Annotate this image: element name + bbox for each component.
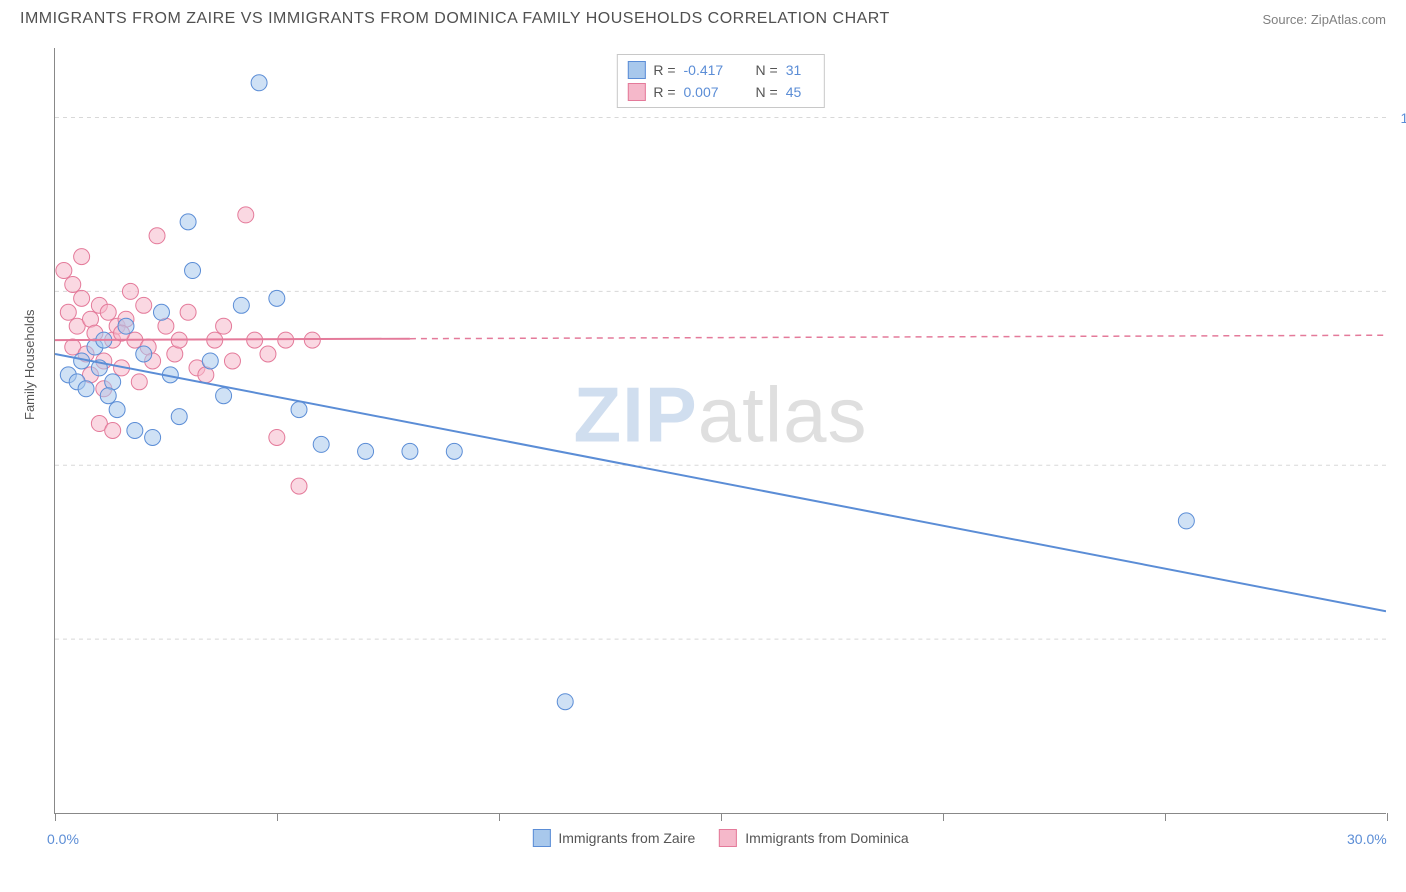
n-value-dominica: 45 <box>786 84 814 100</box>
trend-line <box>55 339 410 340</box>
x-tick <box>1165 813 1166 821</box>
legend-swatch-zaire <box>627 61 645 79</box>
x-tick <box>1387 813 1388 821</box>
scatter-point <box>313 436 329 452</box>
scatter-point <box>269 290 285 306</box>
scatter-point <box>238 207 254 223</box>
scatter-point <box>216 388 232 404</box>
trend-line-extrapolated <box>410 335 1386 338</box>
trend-line <box>55 354 1386 611</box>
scatter-point <box>60 304 76 320</box>
scatter-point <box>557 694 573 710</box>
chart-title: IMMIGRANTS FROM ZAIRE VS IMMIGRANTS FROM… <box>20 10 890 28</box>
legend-swatch-dominica-icon <box>719 829 737 847</box>
scatter-point <box>65 276 81 292</box>
scatter-point <box>78 381 94 397</box>
scatter-point <box>202 353 218 369</box>
scatter-point <box>100 388 116 404</box>
x-tick-label: 0.0% <box>47 831 79 847</box>
scatter-point <box>109 402 125 418</box>
legend-series-names: Immigrants from Zaire Immigrants from Do… <box>532 829 908 847</box>
scatter-point <box>100 304 116 320</box>
scatter-point <box>1178 513 1194 529</box>
scatter-plot-svg <box>55 48 1386 813</box>
scatter-point <box>185 263 201 279</box>
scatter-point <box>171 409 187 425</box>
legend-item-zaire: Immigrants from Zaire <box>532 829 695 847</box>
scatter-point <box>291 402 307 418</box>
legend-stats-row-zaire: R = -0.417 N = 31 <box>627 59 813 81</box>
n-value-zaire: 31 <box>786 62 814 78</box>
scatter-point <box>446 443 462 459</box>
scatter-point <box>149 228 165 244</box>
scatter-point <box>118 318 134 334</box>
x-tick <box>499 813 500 821</box>
x-tick <box>277 813 278 821</box>
scatter-point <box>131 374 147 390</box>
scatter-point <box>153 304 169 320</box>
y-axis-label: Family Households <box>22 309 37 420</box>
y-tick-label: 100.0% <box>1401 110 1406 126</box>
scatter-point <box>105 423 121 439</box>
scatter-point <box>74 249 90 265</box>
scatter-point <box>224 353 240 369</box>
legend-stats-row-dominica: R = 0.007 N = 45 <box>627 81 813 103</box>
scatter-point <box>291 478 307 494</box>
scatter-point <box>127 423 143 439</box>
scatter-point <box>136 297 152 313</box>
scatter-point <box>260 346 276 362</box>
scatter-point <box>269 429 285 445</box>
x-tick <box>943 813 944 821</box>
legend-stats-box: R = -0.417 N = 31 R = 0.007 N = 45 <box>616 54 824 108</box>
scatter-point <box>402 443 418 459</box>
scatter-point <box>136 346 152 362</box>
chart-plot-area: ZIPatlas R = -0.417 N = 31 R = 0.007 N =… <box>54 48 1386 814</box>
scatter-point <box>233 297 249 313</box>
scatter-point <box>180 304 196 320</box>
r-value-dominica: 0.007 <box>684 84 740 100</box>
scatter-point <box>74 290 90 306</box>
r-value-zaire: -0.417 <box>684 62 740 78</box>
scatter-point <box>122 283 138 299</box>
source-attribution: Source: ZipAtlas.com <box>1262 12 1386 27</box>
x-tick <box>55 813 56 821</box>
scatter-point <box>56 263 72 279</box>
scatter-point <box>180 214 196 230</box>
scatter-point <box>251 75 267 91</box>
legend-item-dominica: Immigrants from Dominica <box>719 829 908 847</box>
scatter-point <box>358 443 374 459</box>
legend-swatch-zaire-icon <box>532 829 550 847</box>
x-tick-label: 30.0% <box>1347 831 1387 847</box>
scatter-point <box>216 318 232 334</box>
x-tick <box>721 813 722 821</box>
scatter-point <box>145 429 161 445</box>
legend-swatch-dominica <box>627 83 645 101</box>
